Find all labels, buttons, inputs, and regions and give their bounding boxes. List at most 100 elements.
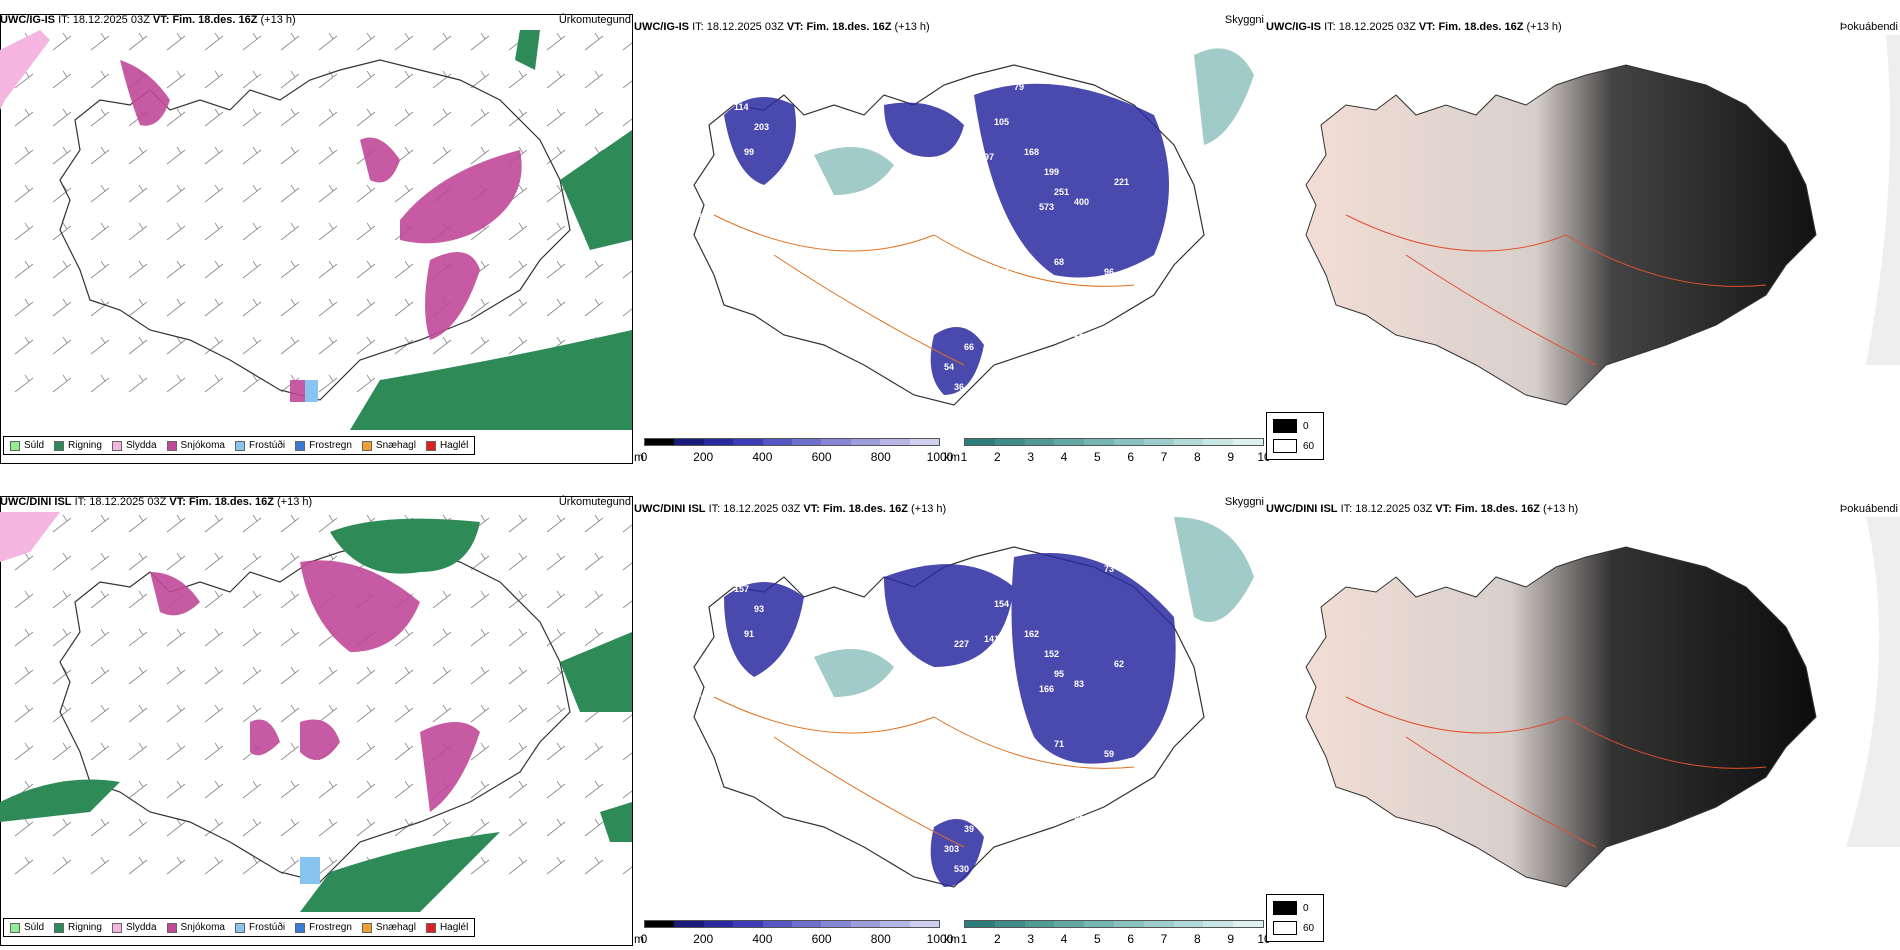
wind-barb	[90, 108, 110, 127]
wind-barb	[546, 590, 566, 609]
wind-barb	[90, 70, 110, 89]
visibility-tick-label: 1	[960, 932, 968, 946]
wind-barb	[546, 704, 566, 723]
wind-barb	[52, 552, 72, 571]
wind-barb	[52, 70, 72, 89]
cloud-base-label: 79	[1014, 82, 1024, 92]
row2-fog-panel: UWC/DINI ISL IT: 18.12.2025 03Z VT: Fim.…	[1266, 496, 1900, 946]
wind-barb	[90, 704, 110, 723]
wind-barb	[52, 742, 72, 761]
cloudbase-swatch	[645, 439, 675, 445]
wind-barb	[394, 336, 414, 355]
wind-barb	[584, 298, 604, 317]
wind-barb	[166, 374, 186, 393]
wind-barb	[584, 108, 604, 127]
wind-barb	[52, 628, 72, 647]
cloudbase-tick-label: 400	[752, 450, 773, 464]
wind-barb	[432, 32, 452, 51]
row2-ceiling-panel: UWC/DINI ISL IT: 18.12.2025 03Z VT: Fim.…	[634, 496, 1266, 946]
wind-barb	[318, 514, 338, 533]
wind-barb	[584, 590, 604, 609]
visibility-tick-label: 8	[1193, 932, 1201, 946]
wind-barb	[470, 590, 490, 609]
cloudbase-swatch	[762, 439, 793, 445]
cloudbase-tick-label: 800	[870, 932, 891, 946]
row1-visibility-colorbar: km 1 2 3 4 5 6 7 8 9 10	[944, 436, 1271, 466]
wind-barb	[584, 260, 604, 279]
wind-barb	[318, 818, 338, 837]
cloud-base-label: 162	[1024, 629, 1039, 639]
wind-barb	[14, 336, 34, 355]
legend-item-frostregn: Frostregn	[295, 440, 352, 451]
cloudbase-tick-label: 1000	[926, 932, 954, 946]
visibility-swatch	[1203, 439, 1234, 445]
legend-item-frostudi: Frostúði	[234, 440, 285, 451]
wind-barb	[280, 298, 300, 317]
wind-barb	[280, 780, 300, 799]
wind-barb	[394, 260, 414, 279]
wind-barb	[166, 184, 186, 203]
wind-barb	[14, 260, 34, 279]
wind-barb	[470, 70, 490, 89]
wind-barb	[318, 146, 338, 165]
wind-barb	[470, 628, 490, 647]
cloud-base-label: 87	[994, 749, 1004, 759]
wind-barb	[204, 222, 224, 241]
wind-barb	[242, 666, 262, 685]
wind-barb	[508, 666, 528, 685]
wind-barb	[14, 590, 34, 609]
cloudbase-tick-label: 400	[752, 932, 773, 946]
row2-ceiling-header: UWC/DINI ISL IT: 18.12.2025 03Z VT: Fim.…	[634, 496, 1264, 515]
wind-barb	[470, 704, 490, 723]
wind-barb	[128, 590, 148, 609]
wind-barb	[280, 552, 300, 571]
wind-barb	[128, 818, 148, 837]
wind-barb	[508, 818, 528, 837]
visibility-swatch	[1024, 439, 1055, 445]
wind-barb	[14, 184, 34, 203]
wind-barb	[318, 704, 338, 723]
row2-ceiling-map: 139 157 93 91 54 179 126 97 227 141 154 162 152 95166…	[693, 517, 1254, 888]
visibility-swatch	[1054, 921, 1085, 927]
wind-barb	[128, 374, 148, 393]
wind-barb	[280, 742, 300, 761]
cloud-base-label: 97	[1064, 307, 1074, 317]
visibility-swatch	[965, 439, 995, 445]
wind-barb	[622, 118, 632, 127]
wind-barb	[356, 780, 376, 799]
wind-barb	[242, 70, 262, 89]
wind-barb	[166, 514, 186, 533]
wind-barb	[52, 184, 72, 203]
wind-barb	[166, 818, 186, 837]
wind-barb	[546, 108, 566, 127]
cloud-base-label: 157	[734, 584, 749, 594]
wind-barb	[318, 298, 338, 317]
legend2-item-rigning: Rigning	[54, 922, 102, 933]
wind-barb	[356, 32, 376, 51]
cloudbase-swatch	[821, 921, 851, 927]
wind-barb	[394, 184, 414, 203]
wind-barb	[432, 108, 452, 127]
row2-precip-header: UWC/DINI ISL IT: 18.12.2025 03Z VT: Fim.…	[0, 496, 631, 508]
row2-fog-map	[1305, 517, 1900, 888]
cloud-base-label: 166	[1039, 684, 1054, 694]
visibility-tick-label: 3	[1027, 932, 1034, 946]
wind-barb	[508, 742, 528, 761]
row2-cloudbase-colorbar: m 0 200 400 600 800 1000	[634, 918, 953, 948]
wind-barb	[14, 666, 34, 685]
wind-barb	[622, 42, 632, 51]
wind-barb	[394, 742, 414, 761]
wind-barb	[242, 856, 262, 875]
visibility-swatch	[1233, 921, 1263, 927]
wind-barb	[166, 742, 186, 761]
wind-barb	[622, 752, 632, 761]
wind-barb	[128, 742, 148, 761]
wind-barb	[508, 70, 528, 89]
cloudbase-unit-2: m	[634, 932, 644, 946]
cloud-base-label: 99	[744, 147, 754, 157]
visibility-tick-label: 8	[1193, 450, 1201, 464]
cloudbase-swatch	[645, 921, 675, 927]
wind-barb	[470, 298, 490, 317]
cloudbase-swatch	[909, 439, 940, 445]
